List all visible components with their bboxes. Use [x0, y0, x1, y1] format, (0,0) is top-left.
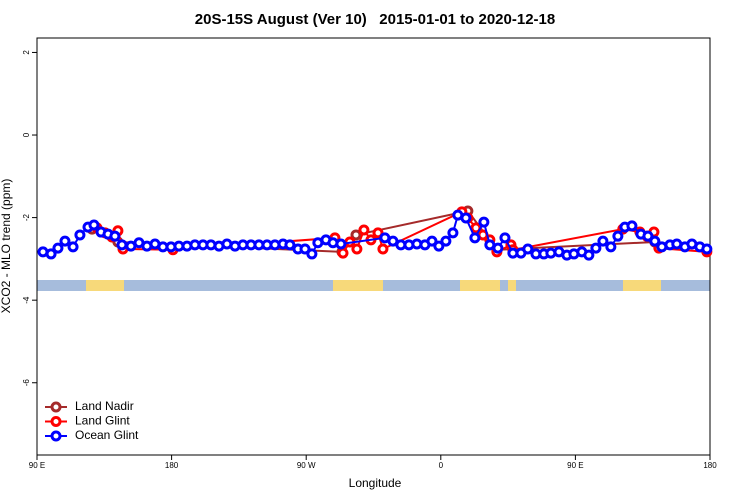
point — [299, 243, 311, 255]
x-tick-label: 90 E — [29, 461, 45, 470]
point — [433, 240, 445, 252]
x-tick-label: 180 — [165, 461, 179, 470]
point — [351, 243, 363, 255]
point — [358, 224, 370, 236]
x-tick-label: 90 W — [297, 461, 316, 470]
legend-marker — [50, 416, 62, 427]
point — [335, 238, 347, 250]
legend-marker — [50, 430, 62, 442]
point — [440, 235, 452, 247]
point — [612, 230, 624, 242]
land-band — [508, 280, 516, 291]
x-tick-label: 180 — [703, 461, 717, 470]
land-band — [333, 280, 383, 291]
point — [460, 212, 472, 224]
point — [499, 232, 511, 244]
x-axis-label: Longitude — [349, 476, 402, 490]
point — [372, 227, 384, 239]
land-band — [86, 280, 124, 291]
series — [37, 209, 713, 261]
point — [45, 248, 57, 260]
y-tick-label: 0 — [22, 132, 31, 137]
y-tick-label: -2 — [22, 213, 31, 221]
point — [337, 247, 349, 259]
point — [426, 235, 438, 247]
y-axis-label: XCO2 - MLO trend (ppm) — [0, 179, 13, 314]
legend-label: Land Nadir — [75, 399, 134, 413]
point — [67, 241, 79, 253]
land-band — [460, 280, 500, 291]
coast-band — [37, 280, 710, 291]
point — [52, 242, 64, 254]
point — [649, 235, 661, 247]
point — [642, 230, 654, 242]
point — [306, 248, 318, 260]
land-band — [623, 280, 661, 291]
point — [701, 243, 713, 255]
point — [590, 242, 602, 254]
point — [478, 216, 490, 228]
point — [469, 232, 481, 244]
point — [74, 229, 86, 241]
point — [59, 235, 71, 247]
legend-marker — [50, 401, 62, 413]
point — [447, 227, 459, 239]
legend-label: Land Glint — [75, 414, 130, 428]
point — [109, 230, 121, 242]
point — [116, 239, 128, 251]
point — [88, 219, 100, 231]
legend-label: Ocean Glint — [75, 428, 139, 442]
x-tick-label: 0 — [439, 461, 444, 470]
point — [597, 235, 609, 247]
point — [284, 239, 296, 251]
point — [605, 241, 617, 253]
y-tick-label: -6 — [22, 379, 31, 387]
point — [377, 243, 389, 255]
point — [522, 243, 534, 255]
y-tick-label: 2 — [22, 50, 31, 55]
point — [626, 220, 638, 232]
x-tick-label: 90 E — [567, 461, 583, 470]
chart-title: 20S-15S August (Ver 10) 2015-01-01 to 20… — [195, 11, 555, 28]
point — [583, 249, 595, 261]
point — [492, 242, 504, 254]
y-tick-label: -4 — [22, 296, 31, 304]
point — [350, 229, 362, 241]
